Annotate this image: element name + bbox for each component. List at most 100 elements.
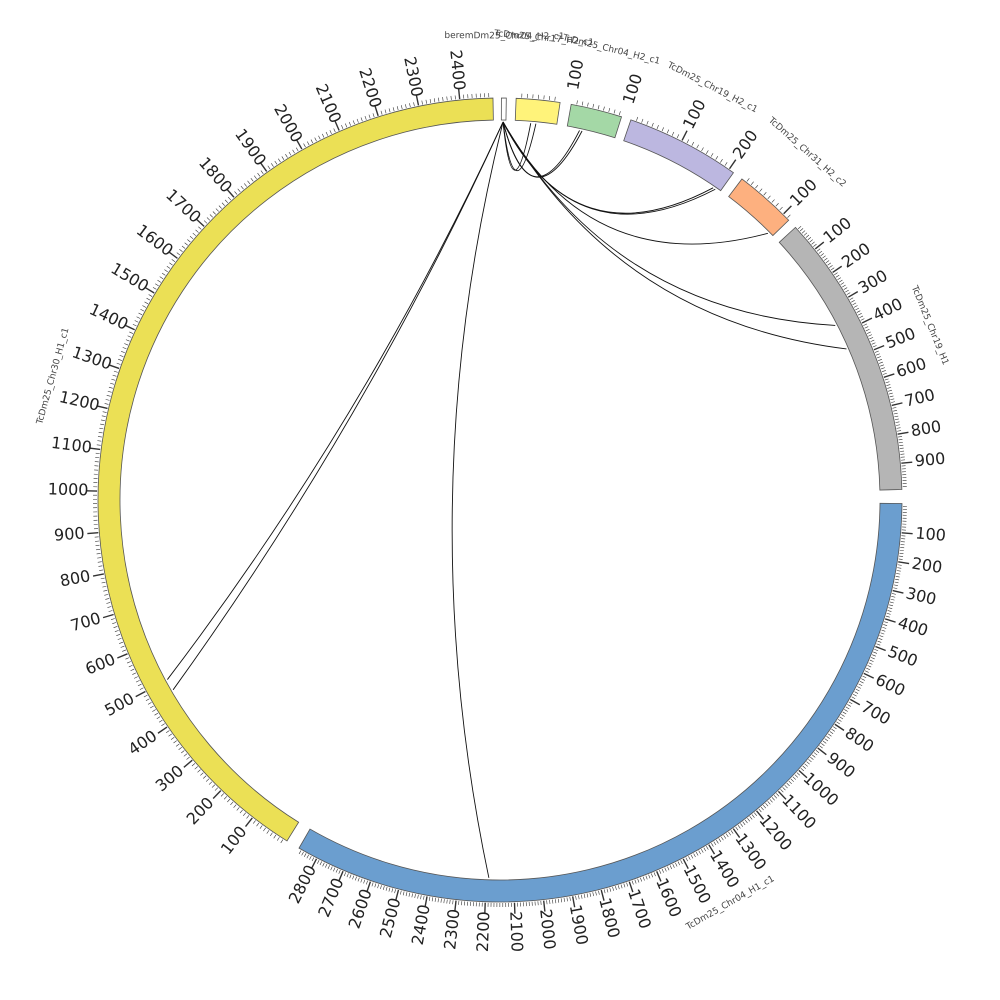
minor-tick	[742, 821, 746, 826]
minor-tick	[234, 191, 238, 195]
minor-tick	[688, 856, 691, 860]
minor-tick	[119, 641, 124, 644]
minor-tick	[566, 897, 568, 902]
minor-tick	[779, 206, 783, 211]
minor-tick	[400, 890, 402, 895]
minor-tick	[894, 418, 899, 421]
minor-tick	[366, 880, 368, 885]
major-tick	[682, 858, 689, 870]
major-tick	[861, 317, 873, 324]
minor-tick	[285, 154, 288, 158]
minor-tick	[173, 740, 177, 744]
minor-tick	[876, 643, 881, 646]
minor-tick	[437, 898, 439, 903]
minor-tick	[560, 898, 563, 903]
minor-tick	[118, 358, 122, 361]
minor-tick	[354, 876, 357, 881]
minor-tick	[898, 436, 903, 438]
tick-label: 100	[217, 822, 251, 858]
minor-tick	[852, 693, 857, 697]
minor-tick	[811, 241, 815, 245]
minor-tick	[666, 129, 670, 134]
minor-tick	[413, 102, 415, 107]
minor-tick	[807, 237, 812, 241]
minor-tick	[899, 447, 904, 449]
tick-label: 2000	[270, 101, 307, 146]
minor-tick	[880, 632, 885, 635]
tick-label: 800	[909, 417, 942, 441]
minor-tick	[661, 868, 664, 873]
minor-tick	[266, 830, 270, 834]
minor-tick	[112, 622, 117, 624]
tick-label: 2100	[506, 911, 526, 952]
minor-tick	[230, 801, 234, 806]
minor-tick	[874, 648, 879, 651]
minor-tick	[879, 635, 884, 638]
minor-tick	[888, 392, 893, 395]
tick-label: 100	[915, 523, 947, 544]
minor-tick	[803, 232, 808, 236]
minor-tick	[806, 761, 810, 765]
minor-tick	[866, 667, 871, 671]
major-tick	[226, 188, 235, 198]
major-tick	[259, 162, 268, 172]
minor-tick	[664, 867, 667, 872]
tick-label: 100	[619, 71, 647, 106]
minor-tick	[227, 196, 232, 201]
minor-tick	[224, 199, 229, 204]
major-tick	[334, 120, 340, 131]
minor-tick	[168, 733, 172, 737]
major-tick	[755, 810, 765, 820]
minor-tick	[882, 626, 887, 629]
chromosome-c04h1: 1002003004005006007008009001000110012001…	[285, 502, 947, 952]
minor-tick	[896, 573, 901, 575]
minor-tick	[711, 843, 714, 847]
minor-tick	[893, 584, 898, 587]
minor-tick	[317, 859, 320, 864]
minor-tick	[434, 897, 436, 902]
minor-tick	[578, 895, 580, 900]
minor-tick	[706, 846, 709, 850]
minor-tick	[181, 245, 186, 249]
minor-tick	[659, 870, 662, 874]
minor-tick	[322, 862, 325, 867]
tick-label: 500	[101, 689, 137, 720]
minor-tick	[833, 726, 837, 730]
minor-tick	[690, 854, 694, 859]
minor-tick	[108, 610, 113, 612]
minor-tick	[100, 423, 105, 426]
minor-tick	[808, 759, 812, 763]
minor-tick	[608, 108, 611, 113]
minor-tick	[809, 239, 813, 243]
tick-label: 2200	[473, 911, 493, 952]
minor-tick	[845, 289, 849, 293]
minor-tick	[620, 884, 623, 889]
minor-tick	[830, 267, 835, 271]
major-tick	[454, 900, 457, 912]
minor-tick	[828, 733, 832, 737]
minor-tick	[835, 274, 840, 278]
minor-tick	[106, 395, 111, 397]
tick-label: 2200	[355, 66, 385, 111]
minor-tick	[303, 853, 307, 857]
minor-tick	[105, 598, 110, 600]
minor-tick	[170, 737, 175, 740]
minor-tick	[893, 409, 898, 412]
tick-label: 2300	[440, 908, 463, 951]
minor-tick	[253, 175, 257, 179]
minor-tick	[209, 214, 213, 218]
minor-tick	[349, 874, 352, 879]
minor-tick	[402, 891, 405, 896]
minor-tick	[703, 847, 707, 852]
synteny-link	[502, 121, 583, 178]
minor-tick	[837, 719, 842, 722]
minor-tick	[195, 229, 199, 233]
minor-tick	[179, 249, 183, 252]
tick-label: 1200	[58, 387, 102, 415]
minor-tick	[899, 555, 904, 557]
minor-tick	[895, 578, 900, 581]
minor-tick	[580, 894, 583, 899]
minor-tick	[801, 230, 806, 234]
minor-tick	[335, 868, 338, 873]
